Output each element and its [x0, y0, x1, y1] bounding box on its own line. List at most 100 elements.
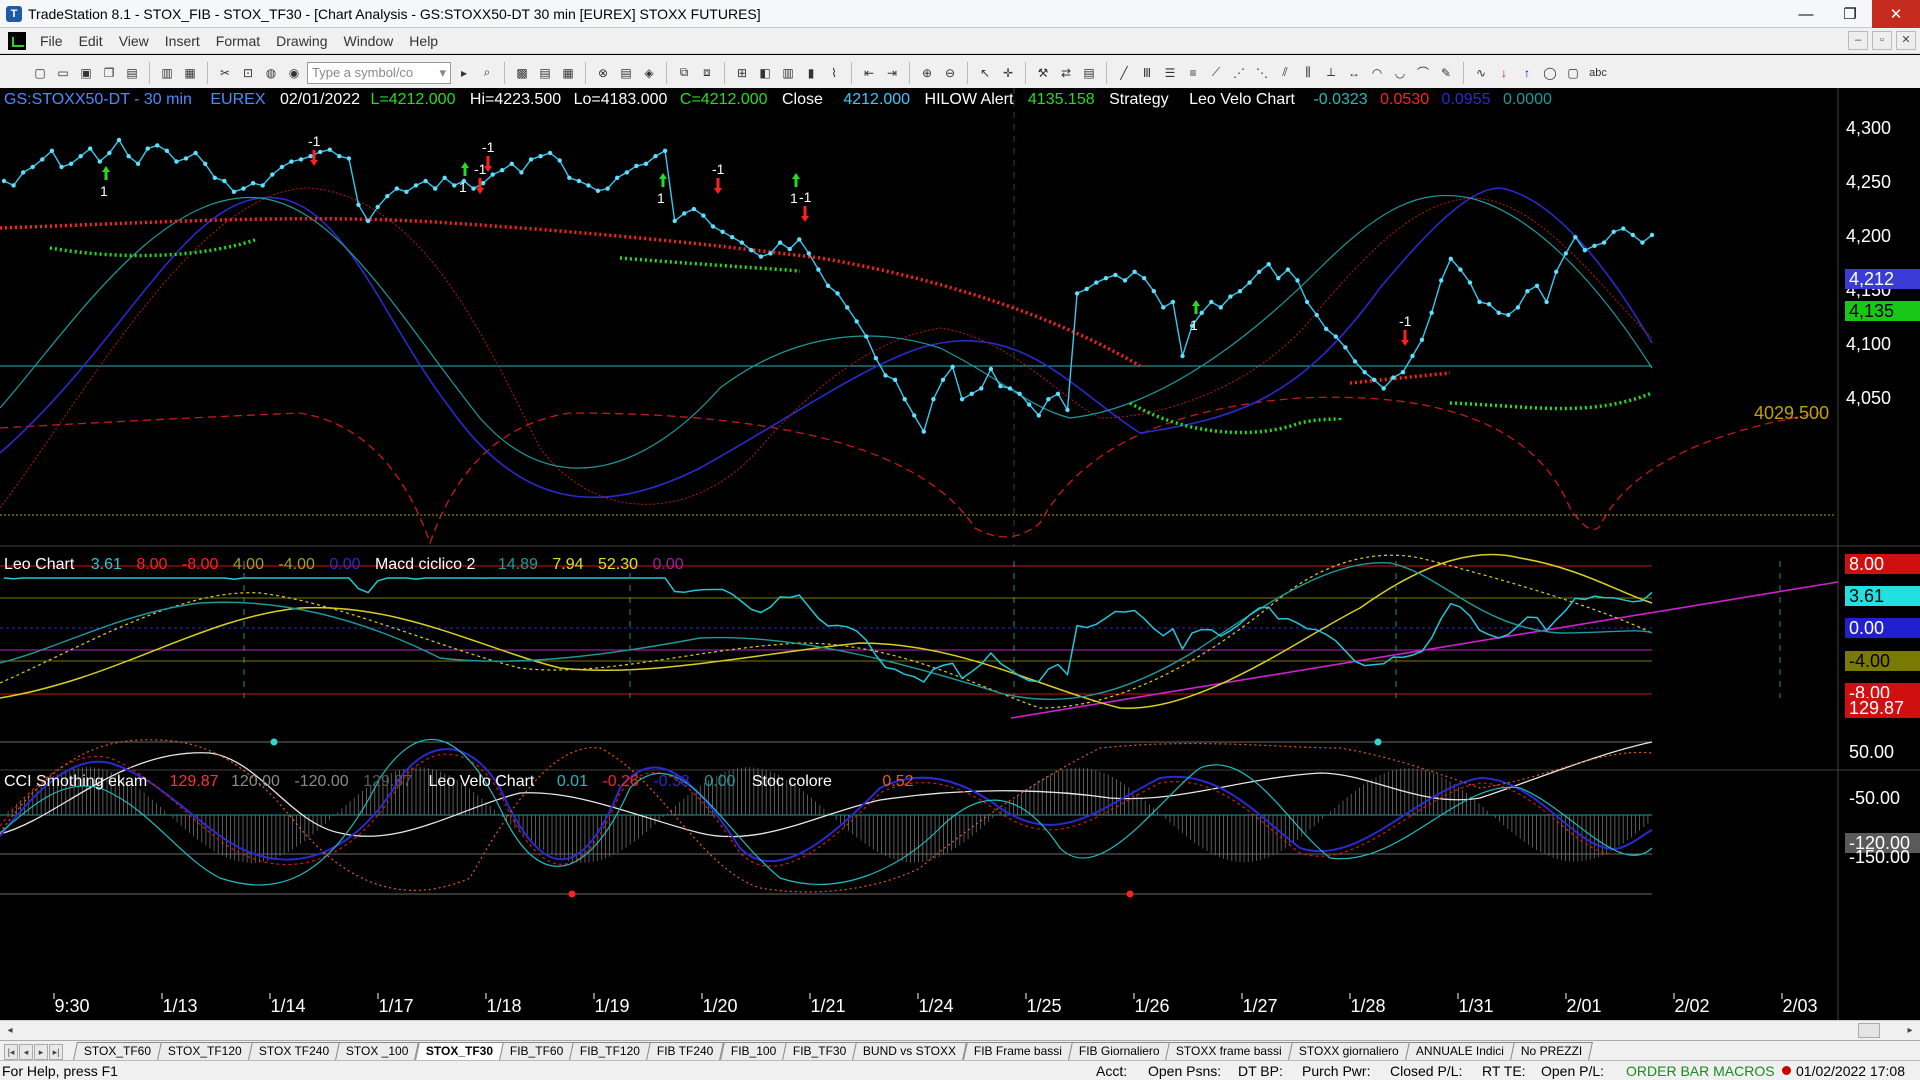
- scroll-left-arrow-icon[interactable]: ◂: [7, 1025, 13, 1036]
- fibfan-icon[interactable]: ⫽: [1282, 65, 1288, 79]
- fib-icon[interactable]: Ⅲ: [1142, 65, 1152, 80]
- arrow-up-icon[interactable]: ↑: [1524, 65, 1530, 80]
- horizontal-scrollbar[interactable]: ◂ ▸: [0, 1020, 1920, 1040]
- print-icon[interactable]: ▥: [161, 65, 173, 80]
- log-icon[interactable]: ▤: [1083, 65, 1095, 80]
- workspace-tab[interactable]: FIB_100: [719, 1042, 787, 1060]
- crosshair-icon[interactable]: ✛: [1002, 65, 1014, 80]
- tools-icon[interactable]: ⚒: [1037, 65, 1049, 80]
- line-chart-icon[interactable]: ⌇: [831, 65, 837, 80]
- menu-help[interactable]: Help: [409, 32, 439, 49]
- open-icon[interactable]: ▭: [57, 65, 69, 80]
- arc-icon[interactable]: ◡: [1394, 65, 1406, 80]
- workspace-tab[interactable]: FIB_TF30: [782, 1042, 858, 1060]
- options-icon[interactable]: ◈: [644, 65, 654, 80]
- pencil-icon[interactable]: ✎: [1440, 65, 1452, 80]
- tab-last-icon[interactable]: ▸|: [49, 1044, 63, 1060]
- workspace-tab[interactable]: STOX_TF60: [73, 1042, 163, 1060]
- menu-window[interactable]: Window: [343, 32, 394, 49]
- order-bar-macros[interactable]: ORDER BAR MACROS: [1626, 1063, 1775, 1079]
- print-preview-icon[interactable]: ▦: [184, 65, 196, 80]
- strategy-icon[interactable]: ◧: [759, 65, 771, 80]
- text-icon[interactable]: abc: [1589, 66, 1607, 79]
- workspace-tab[interactable]: STOX_TF120: [157, 1042, 253, 1060]
- workspace-tab[interactable]: STOXX frame bassi: [1165, 1042, 1294, 1060]
- pointer-icon[interactable]: ↖: [979, 65, 991, 80]
- workspace-tab[interactable]: FIB_TF120: [569, 1042, 652, 1060]
- window-icon[interactable]: ⧈: [703, 65, 711, 79]
- menu-view[interactable]: View: [118, 32, 149, 49]
- tab-next-icon[interactable]: ▸: [34, 1044, 48, 1060]
- paste-icon[interactable]: ▤: [126, 65, 138, 80]
- macro-icon[interactable]: ◉: [288, 65, 300, 80]
- workspace-tab[interactable]: FIB Frame bassi: [962, 1042, 1073, 1060]
- horizontal-line-icon[interactable]: ☰: [1164, 65, 1176, 80]
- workspace-tab[interactable]: BUND vs STOXX: [852, 1042, 968, 1060]
- trendline-icon[interactable]: ╱: [1120, 65, 1128, 80]
- freehand-icon[interactable]: ∿: [1475, 65, 1487, 80]
- restore-button[interactable]: ❐: [1843, 6, 1857, 23]
- radar-icon[interactable]: ▤: [539, 65, 551, 80]
- cut-icon[interactable]: ✂: [219, 65, 231, 80]
- close-button[interactable]: ✕: [1872, 0, 1920, 28]
- zoom-out-icon[interactable]: ⊖: [944, 65, 956, 80]
- scanner-icon[interactable]: ⊗: [597, 65, 609, 80]
- workspace-tab[interactable]: STOXX giornaliero: [1288, 1042, 1410, 1060]
- minimize-button[interactable]: —: [1798, 5, 1814, 23]
- menu-format[interactable]: Format: [215, 32, 261, 49]
- mdi-close-button[interactable]: ✕: [1896, 31, 1916, 50]
- go-icon[interactable]: ▸: [460, 65, 468, 80]
- candle-icon[interactable]: ▮: [807, 65, 815, 80]
- cycle-icon[interactable]: ◠: [1371, 65, 1383, 80]
- menu-drawing[interactable]: Drawing: [276, 32, 328, 49]
- spiral-icon[interactable]: ⌒: [1416, 66, 1429, 80]
- arrow-h-icon[interactable]: ↔: [1348, 65, 1360, 80]
- new-icon[interactable]: ▢: [34, 65, 46, 80]
- speedline-icon[interactable]: ⟋: [1211, 65, 1221, 79]
- mdi-restore-button[interactable]: ▫: [1872, 31, 1892, 50]
- workspace-tab[interactable]: ANNUALE Indici: [1405, 1042, 1515, 1060]
- chart-window-icon[interactable]: [8, 31, 26, 50]
- scroll-left-icon[interactable]: ⇤: [863, 65, 875, 80]
- workspace-tab[interactable]: STOX _100: [335, 1042, 420, 1060]
- chart-canvas[interactable]: -11-11-11 -11-11-1 9:3: [0, 88, 1920, 1020]
- chart-analysis-icon[interactable]: ▩: [516, 65, 528, 80]
- andrews-icon[interactable]: ⋱: [1256, 65, 1268, 80]
- workspace-tab[interactable]: STOX_TF30: [414, 1042, 504, 1060]
- menu-file[interactable]: File: [40, 32, 63, 49]
- tab-first-icon[interactable]: |◂: [4, 1044, 18, 1060]
- copy-icon[interactable]: ❐: [103, 65, 115, 80]
- zoom-in-icon[interactable]: ⊕: [921, 65, 933, 80]
- lock-icon[interactable]: ⊡: [242, 65, 254, 80]
- workspace-icon[interactable]: ⧉: [679, 65, 689, 79]
- bar-chart-icon[interactable]: ▥: [782, 65, 794, 80]
- symbol-input[interactable]: Type a symbol/co ▾: [307, 61, 451, 84]
- ellipse-icon[interactable]: ◯: [1543, 65, 1557, 80]
- scrollbar-thumb[interactable]: [1858, 1023, 1880, 1038]
- scroll-right-icon[interactable]: ⇥: [886, 65, 898, 80]
- workspace-tab[interactable]: FIB TF240: [646, 1042, 725, 1060]
- fibline-icon[interactable]: ⫼: [1305, 65, 1311, 79]
- matrix-icon[interactable]: ▦: [562, 65, 574, 80]
- indicator-icon[interactable]: ⊞: [736, 65, 748, 80]
- channel-icon[interactable]: ≡: [1189, 65, 1197, 80]
- regression-icon[interactable]: ⟂: [1326, 65, 1335, 79]
- scroll-right-arrow-icon[interactable]: ▸: [1907, 1025, 1913, 1036]
- news-icon[interactable]: ▤: [620, 65, 632, 80]
- chart-analysis-window[interactable]: -1 1 -1 1 -1 1 -1 1 -1 1 -1 9:3: [0, 88, 1920, 1020]
- gann-icon[interactable]: ⋰: [1233, 65, 1245, 80]
- workspace-tab[interactable]: No PREZZI: [1510, 1042, 1594, 1060]
- tab-prev-icon[interactable]: ◂: [19, 1044, 33, 1060]
- rectangle-icon[interactable]: ▢: [1567, 65, 1579, 80]
- trade-icon[interactable]: ⇄: [1060, 65, 1072, 80]
- arrow-down-icon[interactable]: ↓: [1501, 65, 1507, 80]
- workspace-tab[interactable]: FIB Giornaliero: [1067, 1042, 1171, 1060]
- menu-edit[interactable]: Edit: [78, 32, 103, 49]
- save-icon[interactable]: ▣: [80, 65, 92, 80]
- symbol-lookup-icon[interactable]: ⌕: [483, 65, 491, 79]
- color-icon[interactable]: ◍: [265, 65, 277, 80]
- workspace-tab[interactable]: STOX TF240: [248, 1042, 341, 1060]
- workspace-tab[interactable]: FIB_TF60: [498, 1042, 575, 1060]
- menu-insert[interactable]: Insert: [164, 32, 200, 49]
- mdi-minimize-button[interactable]: –: [1848, 31, 1868, 50]
